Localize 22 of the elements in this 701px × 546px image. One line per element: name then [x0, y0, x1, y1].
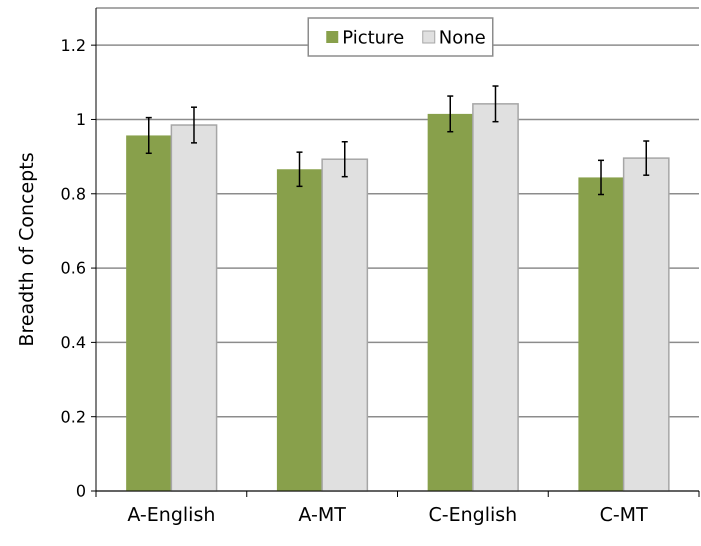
- y-tick-label: 0.4: [60, 332, 86, 352]
- y-tick-label: 0.6: [60, 258, 86, 278]
- bar: [276, 169, 322, 491]
- x-tick-label: A-English: [127, 504, 216, 526]
- y-tick-label: 0.2: [60, 407, 86, 426]
- bar: [170, 124, 218, 492]
- legend-label: Picture: [342, 27, 404, 48]
- x-tick-label: A-MT: [298, 504, 346, 526]
- legend-label: None: [438, 27, 486, 48]
- bar: [126, 135, 172, 491]
- y-axis-title: Breadth of Concepts: [16, 152, 38, 347]
- x-tick-label: C-English: [428, 504, 518, 526]
- bar: [472, 103, 519, 492]
- y-tick-label: 0: [76, 482, 86, 501]
- bar: [578, 177, 624, 491]
- bar: [622, 157, 670, 492]
- bar: [428, 114, 473, 491]
- y-tick-label: 0.8: [60, 184, 86, 204]
- bar: [321, 158, 368, 492]
- y-tick-label: 1.2: [60, 36, 86, 55]
- y-tick-label: 1: [76, 110, 86, 130]
- x-tick-label: C-MT: [600, 504, 648, 526]
